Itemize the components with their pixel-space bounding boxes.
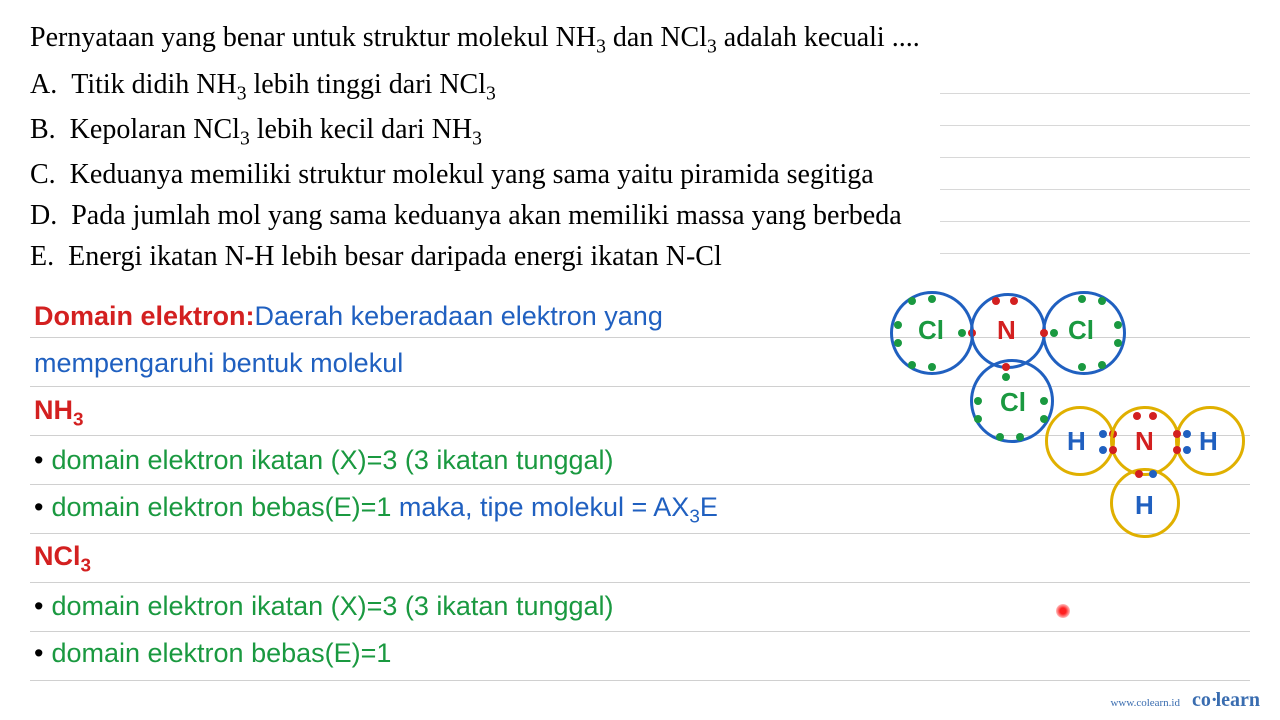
domain-definition: Daerah keberadaan elektron yang xyxy=(255,301,663,331)
question-stem: Pernyataan yang benar untuk struktur mol… xyxy=(30,18,1250,61)
option-C: C. Keduanya memiliki struktur molekul ya… xyxy=(30,155,1250,194)
ncl3-bullet-2: domain elektron bebas(E)=1 xyxy=(51,638,391,668)
nh3-result: maka, tipe molekul = AX3E xyxy=(399,492,718,522)
footer: www.colearn.id co·learn xyxy=(1110,689,1260,712)
domain-definition-2: mempengaruhi bentuk molekul xyxy=(34,348,403,378)
ncl3-bullet-1: domain elektron ikatan (X)=3 (3 ikatan t… xyxy=(51,591,613,621)
option-B: B. Kepolaran NCl3 lebih kecil dari NH3 xyxy=(30,110,1250,153)
option-D: D. Pada jumlah mol yang sama keduanya ak… xyxy=(30,196,1250,235)
notes-section: Domain elektron:Daerah keberadaan elektr… xyxy=(30,289,1250,709)
nh3-label: NH3 xyxy=(34,395,84,425)
option-A: A. Titik didih NH3 lebih tinggi dari NCl… xyxy=(30,65,1250,108)
footer-logo: co·learn xyxy=(1192,689,1260,712)
footer-url: www.colearn.id xyxy=(1110,697,1180,709)
laser-pointer xyxy=(1056,604,1070,618)
lewis-nh3-diagram: H N H H xyxy=(1045,404,1265,554)
domain-label: Domain elektron: xyxy=(34,301,255,331)
ncl3-label: NCl3 xyxy=(34,541,91,571)
nh3-bullet-1: domain elektron ikatan (X)=3 (3 ikatan t… xyxy=(51,445,613,475)
options-list: A. Titik didih NH3 lebih tinggi dari NCl… xyxy=(30,65,1250,277)
option-E: E. Energi ikatan N-H lebih besar daripad… xyxy=(30,237,1250,276)
nh3-bullet-2: domain elektron bebas(E)=1 xyxy=(51,492,391,522)
